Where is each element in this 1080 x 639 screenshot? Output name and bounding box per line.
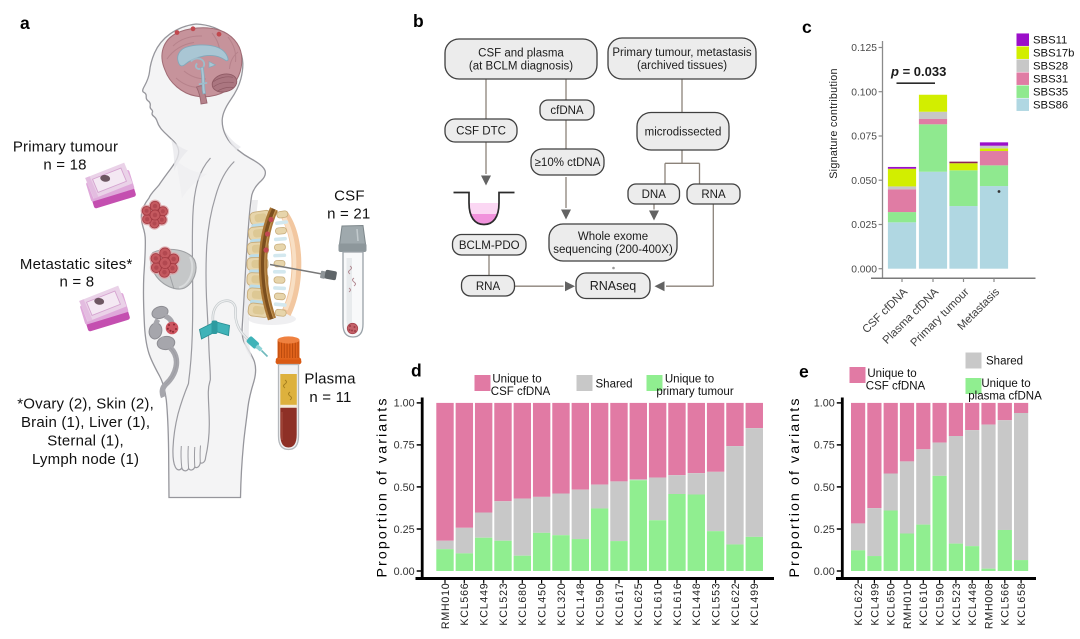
svg-text:KCL523: KCL523: [951, 583, 963, 626]
svg-text:RMH010: RMH010: [440, 583, 452, 630]
svg-text:n = 21: n = 21: [327, 206, 370, 223]
svg-text:Unique to: Unique to: [867, 368, 916, 380]
svg-text:KCL499: KCL499: [749, 583, 761, 626]
svg-text:KCL617: KCL617: [614, 583, 626, 626]
svg-text:SBS35: SBS35: [1033, 87, 1068, 99]
svg-text:SBS28: SBS28: [1033, 61, 1068, 73]
svg-text:KCL448: KCL448: [967, 583, 979, 626]
svg-text:SBS17b: SBS17b: [1033, 48, 1074, 60]
svg-text:Primary tumour, metastasis: Primary tumour, metastasis: [612, 47, 752, 59]
svg-text:Unique to: Unique to: [492, 374, 541, 386]
svg-text:microdissected: microdissected: [645, 126, 722, 138]
svg-text:KCL590: KCL590: [595, 583, 607, 626]
svg-text:0.00: 0.00: [394, 566, 415, 578]
svg-text:Unique to: Unique to: [665, 374, 714, 386]
svg-text:b: b: [413, 11, 424, 31]
svg-text:Lymph node (1): Lymph node (1): [32, 451, 139, 468]
svg-text:RNA: RNA: [476, 281, 501, 293]
svg-text:0.050: 0.050: [851, 176, 877, 187]
svg-text:KCL680: KCL680: [517, 583, 529, 626]
svg-text:e: e: [799, 362, 809, 382]
svg-text:0.025: 0.025: [851, 220, 877, 231]
svg-text:Metastatic sites*: Metastatic sites*: [20, 256, 133, 273]
svg-text:≥10% ctDNA: ≥10% ctDNA: [535, 157, 601, 169]
svg-text:SBS86: SBS86: [1033, 100, 1068, 112]
svg-text:0.50: 0.50: [394, 482, 415, 494]
svg-text:Signature contribution: Signature contribution: [828, 68, 840, 179]
svg-text:n = 18: n = 18: [43, 157, 86, 174]
svg-text:CSF cfDNA: CSF cfDNA: [866, 381, 926, 393]
svg-text:0.100: 0.100: [851, 87, 877, 98]
svg-text:Proportion of variants: Proportion of variants: [787, 396, 803, 577]
svg-text:KCL625: KCL625: [633, 583, 645, 626]
svg-text:(archived tissues): (archived tissues): [637, 60, 727, 72]
svg-text:0.125: 0.125: [851, 43, 877, 54]
svg-text:0.00: 0.00: [814, 566, 835, 578]
svg-text:KCL610: KCL610: [918, 583, 930, 626]
svg-text:SBS11: SBS11: [1033, 35, 1067, 47]
svg-text:KCL523: KCL523: [498, 583, 510, 626]
svg-text:KCL590: KCL590: [935, 583, 947, 626]
svg-text:BCLM-PDO: BCLM-PDO: [459, 240, 520, 252]
svg-text:0.75: 0.75: [394, 440, 415, 452]
svg-text:RNAseq: RNAseq: [590, 279, 637, 293]
svg-text:Brain (1), Liver (1),: Brain (1), Liver (1),: [21, 414, 150, 431]
svg-text:Shared: Shared: [596, 379, 633, 391]
svg-text:SBS31: SBS31: [1033, 74, 1068, 86]
svg-text:CSF DTC: CSF DTC: [456, 126, 506, 138]
svg-text:a: a: [20, 13, 30, 33]
svg-text:KCL566: KCL566: [459, 583, 471, 626]
svg-text:n = 11: n = 11: [309, 389, 351, 406]
svg-text:1.00: 1.00: [814, 398, 835, 410]
svg-text:0.000: 0.000: [851, 264, 877, 275]
svg-text:plasma cfDNA: plasma cfDNA: [968, 391, 1042, 403]
svg-text:Shared: Shared: [986, 356, 1023, 368]
svg-text:KCL449: KCL449: [479, 583, 491, 626]
svg-text:Sternal (1),: Sternal (1),: [47, 432, 124, 449]
svg-text:KCL320: KCL320: [556, 583, 568, 626]
svg-text:0.075: 0.075: [851, 132, 877, 143]
svg-text:primary tumour: primary tumour: [656, 386, 733, 398]
svg-text:RMH008: RMH008: [983, 583, 995, 630]
svg-text:Plasma: Plasma: [304, 371, 356, 388]
svg-text:RMH010: RMH010: [902, 583, 914, 630]
svg-text:sequencing (200-400X): sequencing (200-400X): [553, 244, 673, 256]
svg-text:KCL622: KCL622: [730, 583, 742, 626]
svg-text:0.50: 0.50: [814, 482, 835, 494]
svg-text:0.75: 0.75: [814, 440, 835, 452]
svg-text:KCL650: KCL650: [886, 583, 898, 626]
svg-text:n = 8: n = 8: [60, 274, 95, 291]
svg-text:d: d: [411, 361, 422, 381]
svg-text:cfDNA: cfDNA: [550, 105, 584, 117]
svg-text:Primary tumour: Primary tumour: [13, 139, 118, 156]
svg-text:DNA: DNA: [642, 189, 667, 201]
svg-text:CSF cfDNA: CSF cfDNA: [491, 386, 551, 398]
svg-text:KCL622: KCL622: [853, 583, 865, 626]
svg-text:(at BCLM diagnosis): (at BCLM diagnosis): [469, 61, 573, 73]
svg-text:KCL658: KCL658: [1016, 583, 1028, 626]
svg-text:KCL448: KCL448: [691, 583, 703, 626]
svg-text:Proportion of variants: Proportion of variants: [375, 396, 391, 577]
svg-text:0.25: 0.25: [814, 524, 835, 536]
svg-text:KCL450: KCL450: [537, 583, 549, 626]
svg-text:KCL616: KCL616: [672, 583, 684, 626]
svg-text:KCL566: KCL566: [1000, 583, 1012, 626]
svg-text:KCL553: KCL553: [711, 583, 723, 626]
svg-text:*Ovary (2), Skin (2),: *Ovary (2), Skin (2),: [17, 395, 154, 412]
svg-text:0.25: 0.25: [394, 524, 415, 536]
svg-text:Whole exome: Whole exome: [578, 231, 648, 243]
svg-text:c: c: [802, 17, 812, 37]
svg-text:1.00: 1.00: [394, 398, 415, 410]
svg-text:KCL148: KCL148: [575, 583, 587, 626]
svg-text:CSF: CSF: [334, 187, 365, 204]
svg-text:CSF and plasma: CSF and plasma: [478, 47, 564, 59]
svg-text:p = 0.033: p = 0.033: [890, 64, 946, 79]
svg-text:KCL610: KCL610: [653, 583, 665, 626]
svg-text:RNA: RNA: [701, 189, 726, 201]
svg-text:KCL499: KCL499: [869, 583, 881, 626]
svg-text:Unique to: Unique to: [981, 378, 1030, 390]
